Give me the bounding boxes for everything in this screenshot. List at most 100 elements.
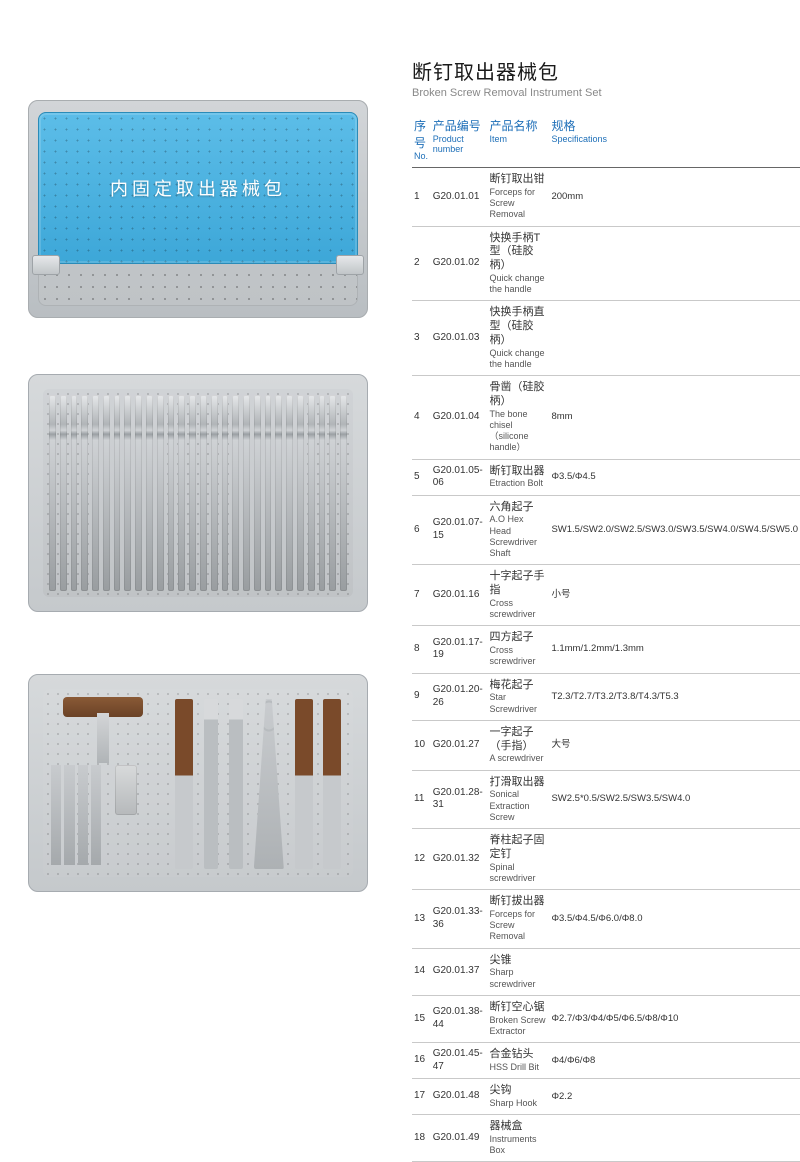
cell-spec bbox=[549, 829, 800, 890]
cell-spec bbox=[549, 226, 800, 301]
page-title-en: Broken Screw Removal Instrument Set bbox=[412, 87, 800, 99]
cell-item: 尖锥Sharp screwdriver bbox=[488, 948, 550, 995]
instrument-case-closed: 内固定取出器械包 bbox=[28, 100, 368, 318]
cell-pn: G20.01.01 bbox=[431, 168, 488, 227]
cell-spec: 小号 bbox=[549, 565, 800, 626]
table-row: 15G20.01.38-44断钉空心锯Broken Screw Extracto… bbox=[412, 995, 800, 1042]
metal-shaft-icon bbox=[204, 699, 218, 869]
cell-item: 断钉空心锯Broken Screw Extractor bbox=[488, 995, 550, 1042]
cell-item: 四方起子Cross screwdriver bbox=[488, 626, 550, 673]
cell-pn: G20.01.16 bbox=[431, 565, 488, 626]
cell-no: 6 bbox=[412, 495, 431, 565]
table-row: 17G20.01.48尖钩Sharp HookΦ2.2 bbox=[412, 1079, 800, 1115]
cell-no: 11 bbox=[412, 770, 431, 829]
table-body: 1G20.01.01断钉取出钳Forceps for Screw Removal… bbox=[412, 168, 800, 1162]
table-row: 8G20.01.17-19四方起子Cross screwdriver1.1mm/… bbox=[412, 626, 800, 673]
cell-no: 8 bbox=[412, 626, 431, 673]
cell-pn: G20.01.49 bbox=[431, 1115, 488, 1162]
cell-no: 17 bbox=[412, 1079, 431, 1115]
cell-item: 断钉取出器Etraction Bolt bbox=[488, 459, 550, 495]
cell-spec: T2.3/T2.7/T3.2/T3.8/T4.3/T5.3 bbox=[549, 673, 800, 720]
latch-left bbox=[32, 255, 60, 275]
cell-item: 六角起子A.O Hex Head Screwdriver Shaft bbox=[488, 495, 550, 565]
cell-no: 2 bbox=[412, 226, 431, 301]
table-row: 7G20.01.16十字起子手指Cross screwdriver小号 bbox=[412, 565, 800, 626]
cell-pn: G20.01.05-06 bbox=[431, 459, 488, 495]
cell-no: 7 bbox=[412, 565, 431, 626]
table-row: 12G20.01.32脊柱起子固定钉Spinal screwdriver bbox=[412, 829, 800, 890]
cell-item: 打滑取出器Sonical Extraction Screw bbox=[488, 770, 550, 829]
latch-right bbox=[336, 255, 364, 275]
cell-pn: G20.01.02 bbox=[431, 226, 488, 301]
cell-item: 骨凿（硅胶柄）The bone chisel（silicone handle） bbox=[488, 376, 550, 460]
small-cylinder-icon bbox=[115, 765, 137, 815]
cell-spec: 大号 bbox=[549, 720, 800, 770]
table-row: 4G20.01.04骨凿（硅胶柄）The bone chisel（silicon… bbox=[412, 376, 800, 460]
spec-table: 序号 No. 产品编号 Product number 产品名称 Item 规格 … bbox=[412, 113, 800, 1162]
cell-item: 尖钩Sharp Hook bbox=[488, 1079, 550, 1115]
cell-no: 9 bbox=[412, 673, 431, 720]
table-row: 9G20.01.20-26梅花起子Star ScrewdriverT2.3/T2… bbox=[412, 673, 800, 720]
lid-label: 内固定取出器械包 bbox=[110, 175, 286, 201]
cell-spec bbox=[549, 1115, 800, 1162]
cell-no: 18 bbox=[412, 1115, 431, 1162]
cell-item: 合金钻头HSS Drill Bit bbox=[488, 1043, 550, 1079]
spec-column: 断钉取出器械包 Broken Screw Removal Instrument … bbox=[412, 56, 800, 1162]
cell-pn: G20.01.37 bbox=[431, 948, 488, 995]
col-header-spec: 规格 Specifications bbox=[549, 113, 800, 168]
cell-pn: G20.01.07-15 bbox=[431, 495, 488, 565]
wood-handle-tool-icon bbox=[175, 699, 193, 869]
cell-no: 14 bbox=[412, 948, 431, 995]
cell-pn: G20.01.45-47 bbox=[431, 1043, 488, 1079]
col-header-item: 产品名称 Item bbox=[488, 113, 550, 168]
table-row: 11G20.01.28-31打滑取出器Sonical Extraction Sc… bbox=[412, 770, 800, 829]
table-row: 5G20.01.05-06断钉取出器Etraction BoltΦ3.5/Φ4.… bbox=[412, 459, 800, 495]
table-row: 10G20.01.27一字起子（手指）A screwdriver大号 bbox=[412, 720, 800, 770]
cell-no: 4 bbox=[412, 376, 431, 460]
cell-spec: 1.1mm/1.2mm/1.3mm bbox=[549, 626, 800, 673]
cell-no: 3 bbox=[412, 301, 431, 376]
cell-spec: Φ2.7/Φ3/Φ4/Φ5/Φ6.5/Φ8/Φ10 bbox=[549, 995, 800, 1042]
cell-item: 断钉拔出器Forceps for Screw Removal bbox=[488, 890, 550, 949]
cell-spec: SW2.5*0.5/SW2.5/SW3.5/SW4.0 bbox=[549, 770, 800, 829]
col-header-no: 序号 No. bbox=[412, 113, 431, 168]
cell-item: 断钉取出钳Forceps for Screw Removal bbox=[488, 168, 550, 227]
cell-no: 12 bbox=[412, 829, 431, 890]
cell-pn: G20.01.32 bbox=[431, 829, 488, 890]
cell-pn: G20.01.33-36 bbox=[431, 890, 488, 949]
cell-pn: G20.01.48 bbox=[431, 1079, 488, 1115]
cell-spec: Φ4/Φ6/Φ8 bbox=[549, 1043, 800, 1079]
cell-item: 快换手柄直型（硅胶柄）Quick change the handle bbox=[488, 301, 550, 376]
cell-item: 十字起子手指Cross screwdriver bbox=[488, 565, 550, 626]
cell-pn: G20.01.38-44 bbox=[431, 995, 488, 1042]
cell-pn: G20.01.27 bbox=[431, 720, 488, 770]
instrument-tray-bits bbox=[28, 374, 368, 612]
cell-spec bbox=[549, 948, 800, 995]
cell-item: 梅花起子Star Screwdriver bbox=[488, 673, 550, 720]
blue-lid: 内固定取出器械包 bbox=[38, 112, 358, 264]
forceps-icon bbox=[254, 699, 284, 869]
side-bits-icon bbox=[51, 765, 101, 865]
cell-spec: 8mm bbox=[549, 376, 800, 460]
cell-pn: G20.01.03 bbox=[431, 301, 488, 376]
cell-pn: G20.01.20-26 bbox=[431, 673, 488, 720]
cell-no: 13 bbox=[412, 890, 431, 949]
t-handle-icon bbox=[63, 697, 143, 757]
wood-handle-tool-icon bbox=[295, 699, 313, 869]
cell-item: 一字起子（手指）A screwdriver bbox=[488, 720, 550, 770]
cell-no: 5 bbox=[412, 459, 431, 495]
page-title-cn: 断钉取出器械包 bbox=[412, 56, 800, 85]
table-row: 13G20.01.33-36断钉拔出器Forceps for Screw Rem… bbox=[412, 890, 800, 949]
col-header-pn: 产品编号 Product number bbox=[431, 113, 488, 168]
cell-spec bbox=[549, 301, 800, 376]
cell-pn: G20.01.04 bbox=[431, 376, 488, 460]
cell-item: 脊柱起子固定钉Spinal screwdriver bbox=[488, 829, 550, 890]
table-row: 16G20.01.45-47合金钻头HSS Drill BitΦ4/Φ6/Φ8 bbox=[412, 1043, 800, 1079]
table-row: 14G20.01.37尖锥Sharp screwdriver bbox=[412, 948, 800, 995]
table-row: 3G20.01.03快换手柄直型（硅胶柄）Quick change the ha… bbox=[412, 301, 800, 376]
cell-spec: 200mm bbox=[549, 168, 800, 227]
cell-spec: Φ3.5/Φ4.5/Φ6.0/Φ8.0 bbox=[549, 890, 800, 949]
cell-no: 16 bbox=[412, 1043, 431, 1079]
cell-spec: Φ2.2 bbox=[549, 1079, 800, 1115]
cell-pn: G20.01.28-31 bbox=[431, 770, 488, 829]
